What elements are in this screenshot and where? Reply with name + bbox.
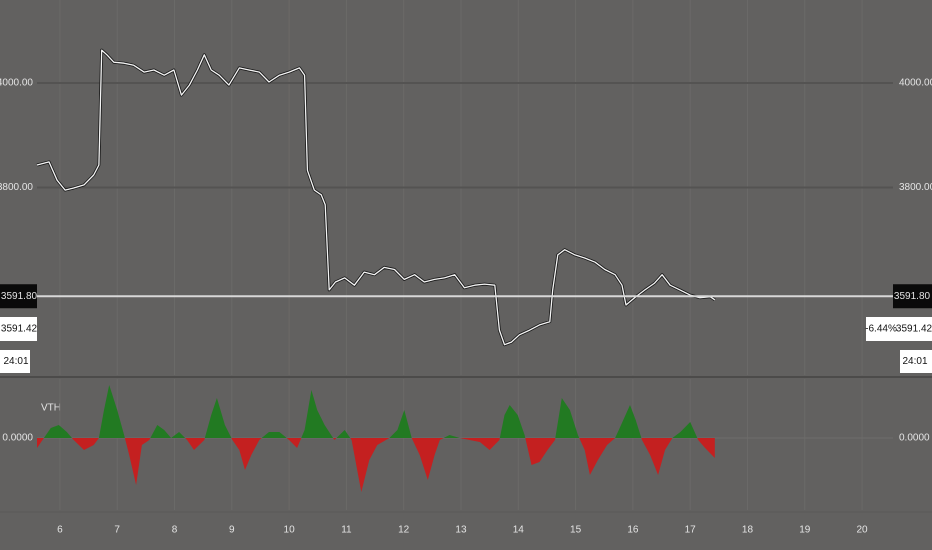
timer-tag (0, 350, 30, 373)
indicator-area-positive (37, 385, 715, 438)
bid-tag (897, 317, 932, 341)
x-tick-label: 18 (742, 525, 754, 536)
x-tick-label: 8 (172, 525, 178, 536)
y-tick-label: 3800.00 (899, 182, 932, 193)
y-tick-label: 4000.00 (899, 78, 932, 89)
y-tick-label: 4000.00 (0, 78, 33, 89)
bid-tag-label: 3591.42 (1, 324, 38, 335)
bid-tag-label: 3591.42 (896, 324, 932, 335)
x-tick-label: 6 (57, 525, 63, 536)
x-tick-label: 10 (284, 525, 296, 536)
x-tick-label: 9 (229, 525, 235, 536)
timer-tag-label: 24:01 (902, 356, 927, 367)
x-tick-label: 17 (685, 525, 697, 536)
price-tag-label: 3591.80 (1, 291, 38, 302)
y-tick-label: 0.0000 (899, 433, 930, 444)
timer-tag-label: 24:01 (3, 356, 28, 367)
change-tag-label: -6.44% (865, 324, 897, 335)
x-tick-label: 14 (513, 525, 525, 536)
x-tick-label: 11 (341, 525, 352, 536)
x-tick-label: 13 (455, 525, 467, 536)
price-tag (893, 284, 932, 309)
y-tick-label: 3800.00 (0, 182, 33, 193)
price-line (36, 49, 716, 346)
x-tick-label: 19 (799, 525, 811, 536)
price-tag (0, 284, 37, 309)
x-tick-label: 15 (570, 525, 582, 536)
timer-tag (900, 350, 932, 373)
x-tick-label: 7 (114, 525, 120, 536)
bid-tag (0, 317, 37, 341)
indicator-title: VTH (41, 403, 61, 414)
x-tick-label: 20 (856, 525, 868, 536)
indicator-area-negative (37, 438, 715, 492)
x-tick-label: 12 (398, 525, 410, 536)
change-tag (866, 317, 897, 341)
y-tick-label: 0.0000 (2, 433, 33, 444)
x-tick-label: 16 (627, 525, 639, 536)
price-tag-label: 3591.80 (894, 291, 931, 302)
